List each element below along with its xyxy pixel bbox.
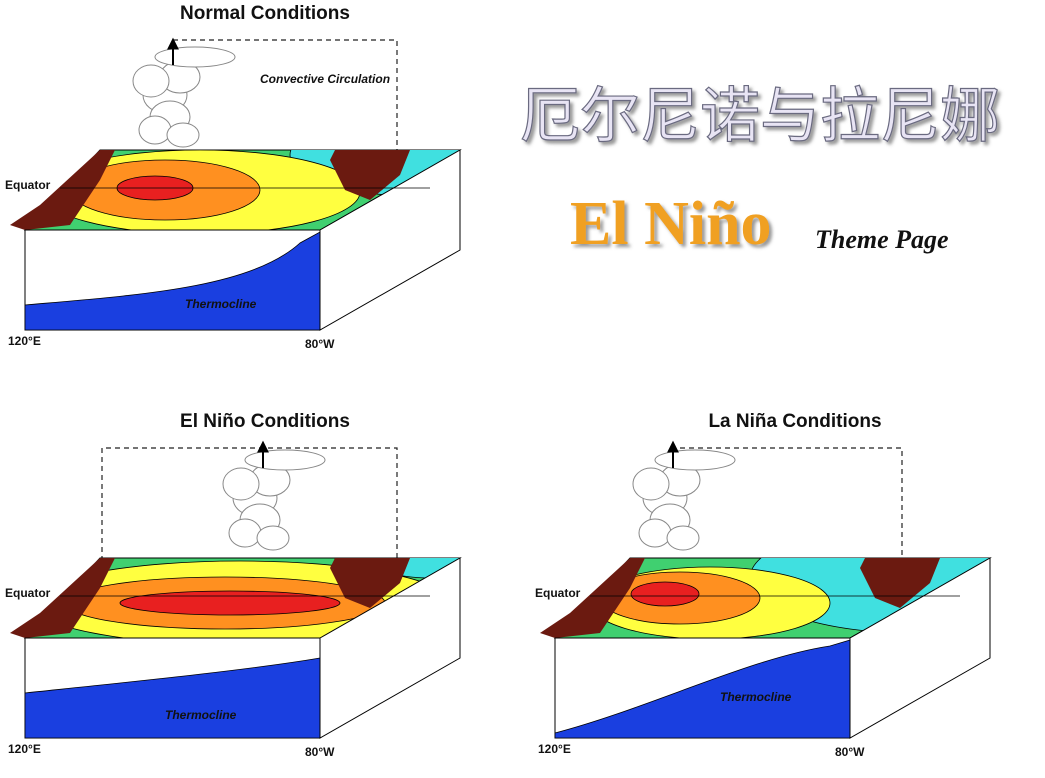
lon-west: 120°E [8, 742, 41, 756]
land-east [860, 558, 940, 608]
cloud [166, 122, 200, 148]
equator-label: Equator [535, 586, 581, 600]
cloud [154, 46, 236, 68]
side-face [319, 557, 461, 739]
panel: Normal Conditions Equator Thermocline 120°E… [5, 3, 462, 351]
warm-water [119, 590, 341, 616]
cloud [228, 518, 262, 548]
cloud [132, 64, 170, 98]
circulation-loop [101, 447, 398, 588]
panel: El Niño Conditions Equator Thermocline 120°… [5, 411, 462, 759]
cloud [256, 525, 290, 551]
circulation-label: Convective Circulation [260, 72, 390, 86]
warm-water [630, 581, 700, 607]
land-west [10, 150, 115, 230]
cloud [222, 467, 260, 501]
cloud [654, 449, 736, 471]
lon-east: 80°W [305, 337, 335, 351]
cloud [666, 525, 700, 551]
panel-title: El Niño Conditions [180, 411, 350, 432]
land-east [330, 558, 410, 608]
panel-title: Normal Conditions [180, 3, 350, 24]
cloud [638, 518, 672, 548]
lon-west: 120°E [538, 742, 571, 756]
cloud [244, 449, 326, 471]
lon-east: 80°W [305, 745, 335, 759]
land-west [10, 558, 115, 638]
equator-label: Equator [5, 586, 51, 600]
land-west [540, 558, 645, 638]
thermocline-label: Thermocline [720, 690, 792, 704]
side-face [319, 149, 461, 331]
header-subtitle: Theme Page [815, 225, 949, 254]
lon-west: 120°E [8, 334, 41, 348]
land-east [330, 150, 410, 200]
panel-title: La Niña Conditions [708, 411, 881, 432]
equator-label: Equator [5, 178, 51, 192]
thermocline-layer [24, 231, 321, 331]
cloud [632, 467, 670, 501]
thermocline-label: Thermocline [185, 297, 257, 311]
panel: La Niña Conditions Equator Thermocline 120°… [535, 411, 992, 759]
cloud [138, 115, 172, 145]
header-title-cn: 厄尔尼诺与拉尼娜 [520, 82, 1000, 152]
side-face [849, 557, 991, 739]
thermocline-label: Thermocline [165, 708, 237, 722]
header-title-en: El Niño [570, 190, 772, 258]
thermocline-layer [554, 639, 851, 739]
lon-east: 80°W [835, 745, 865, 759]
